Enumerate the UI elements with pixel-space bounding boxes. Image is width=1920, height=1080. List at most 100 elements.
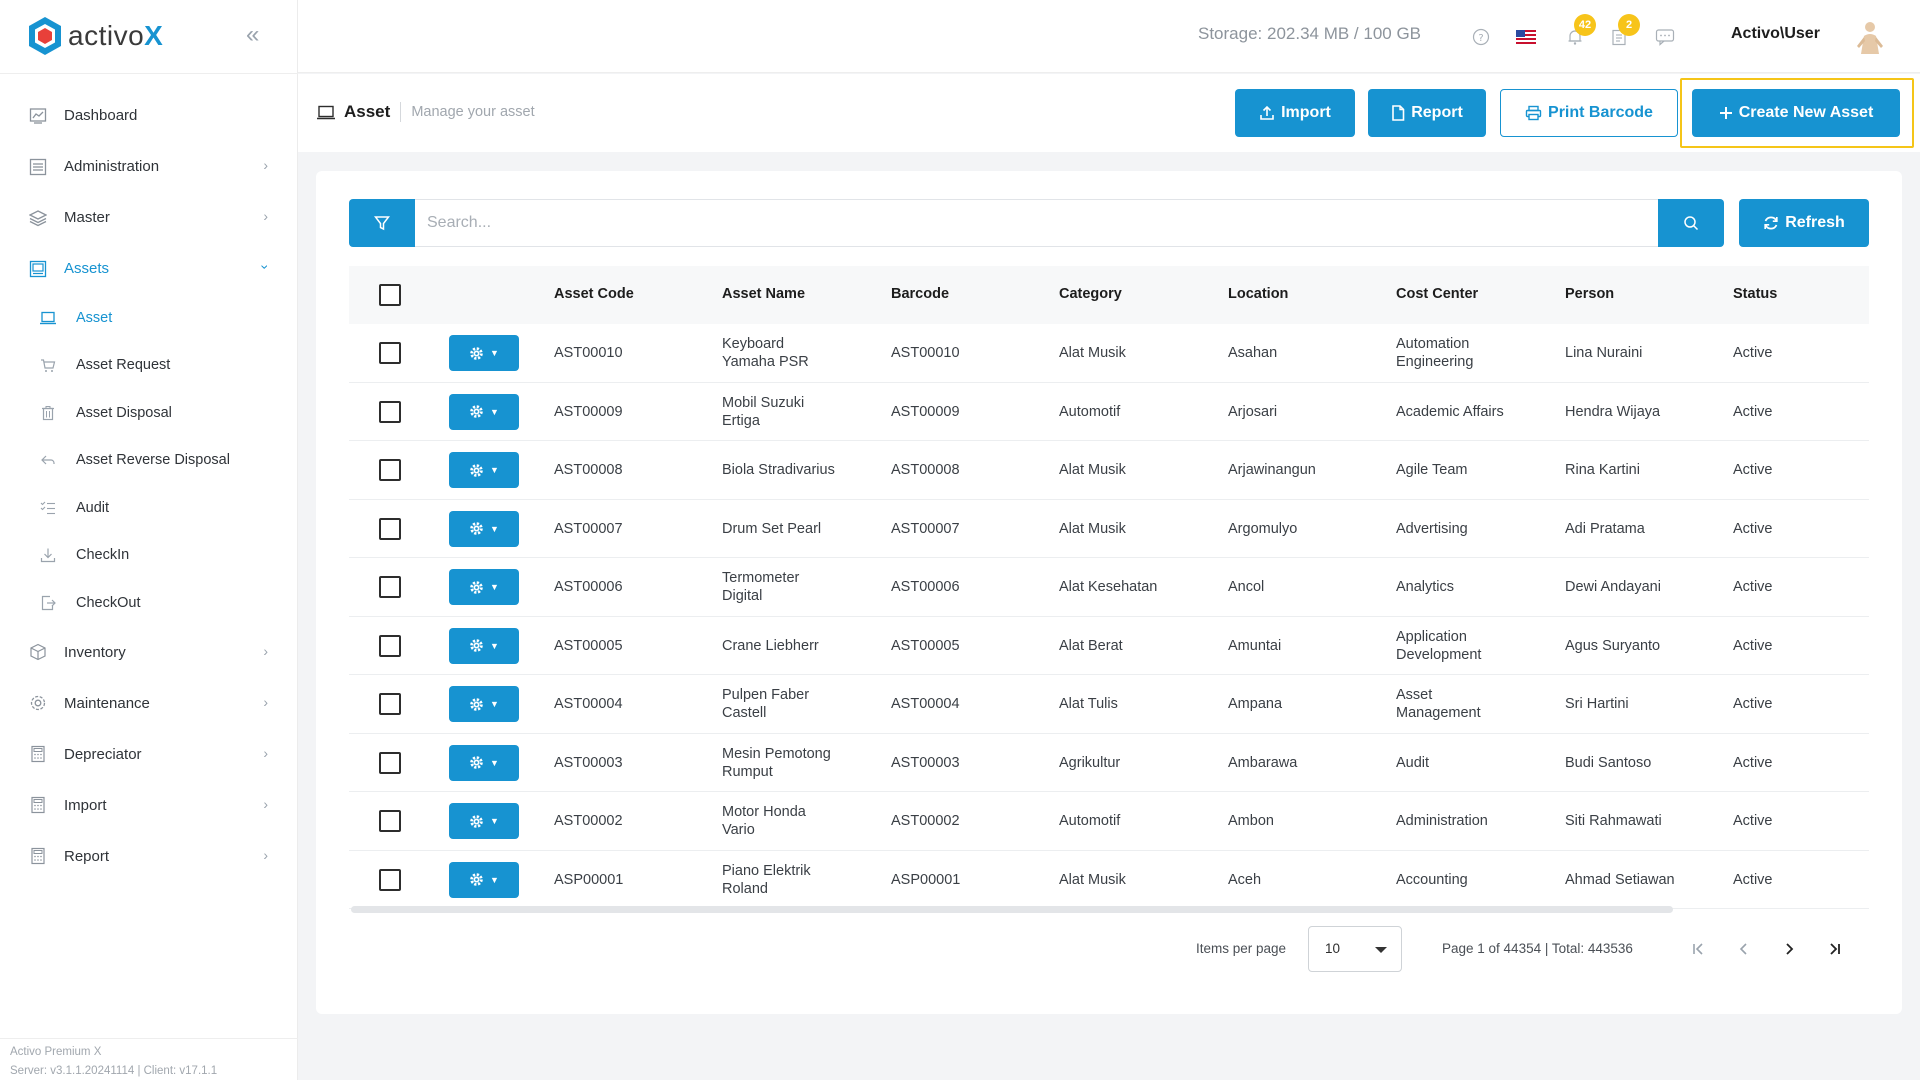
select-all-checkbox[interactable]: [379, 284, 401, 306]
row-actions-button[interactable]: ▼: [449, 803, 519, 839]
row-checkbox[interactable]: [379, 634, 401, 657]
breadcrumb: Asset Manage your asset: [316, 102, 535, 122]
row-actions-button[interactable]: ▼: [449, 393, 519, 430]
column-header-asset-name[interactable]: Asset Name: [722, 286, 806, 302]
table-row[interactable]: ▼ ASP00001 Piano Elektrik Roland ASP00001 Ala…: [349, 851, 1869, 909]
row-checkbox[interactable]: [379, 576, 401, 598]
table-row[interactable]: ▼ AST00006 Termometer Digital AST00006 Alat K…: [349, 558, 1869, 617]
sidebar-subitem-label: Asset Disposal: [76, 404, 172, 421]
sidebar-subitem-asset-disposal[interactable]: Asset Disposal: [0, 389, 298, 437]
checklist-icon: [38, 498, 58, 518]
brand-logo[interactable]: activoX: [28, 16, 163, 56]
row-actions-button[interactable]: ▼: [449, 335, 519, 371]
next-page-button[interactable]: [1776, 936, 1802, 962]
svg-text:?: ?: [1478, 33, 1483, 44]
gear-icon: [470, 580, 483, 594]
calculator-icon: [28, 795, 48, 815]
sidebar-subitem-checkout[interactable]: CheckOut: [0, 579, 298, 627]
row-checkbox[interactable]: [379, 517, 401, 540]
notification-icon[interactable]: 42: [1560, 14, 1596, 52]
sidebar-item-depreciator[interactable]: Depreciator ›: [0, 729, 298, 780]
barcode-cell: AST00009: [891, 403, 960, 420]
import-button[interactable]: Import: [1235, 89, 1355, 137]
row-actions-button[interactable]: ▼: [449, 452, 519, 488]
report-button[interactable]: Report: [1368, 89, 1486, 137]
sidebar-item-import[interactable]: Import ›: [0, 780, 298, 831]
table-row[interactable]: ▼ AST00002 Motor Honda Vario AST00002 Automot…: [349, 792, 1869, 851]
filter-button[interactable]: [349, 199, 415, 247]
row-actions-button[interactable]: ▼: [449, 510, 519, 547]
row-actions-button[interactable]: ▼: [449, 686, 519, 722]
sidebar-item-label: Dashboard: [64, 107, 138, 124]
last-page-button[interactable]: [1821, 936, 1847, 962]
cost-center-cell-line: Asset: [1396, 687, 1433, 703]
search-input[interactable]: [415, 199, 1658, 247]
sidebar-item-dashboard[interactable]: Dashboard: [0, 90, 298, 141]
row-actions-button[interactable]: ▼: [449, 569, 519, 605]
first-page-button[interactable]: [1686, 936, 1712, 962]
avatar[interactable]: [1850, 18, 1890, 58]
chart-icon: [28, 106, 48, 126]
table-row[interactable]: ▼ AST00005 Crane Liebherr AST00005 Alat Bera…: [349, 617, 1869, 675]
caret-down-icon: ▼: [490, 523, 499, 534]
chat-icon[interactable]: [1650, 22, 1680, 52]
asset-name-cell: Piano Elektrik Roland: [722, 862, 811, 898]
items-per-page-select[interactable]: 10: [1308, 926, 1402, 972]
column-header-status[interactable]: Status: [1733, 286, 1778, 302]
search-button[interactable]: [1658, 199, 1724, 247]
row-checkbox[interactable]: [379, 810, 401, 832]
username[interactable]: Activo\User: [1731, 25, 1820, 42]
table-row[interactable]: ▼ AST00010 Keyboard Yamaha PSR AST00010 Alat …: [349, 324, 1869, 383]
sidebar-subitem-asset-reverse-disposal[interactable]: Asset Reverse Disposal: [0, 437, 298, 485]
row-checkbox[interactable]: [379, 342, 401, 364]
sidebar-subitem-checkin[interactable]: CheckIn: [0, 532, 298, 580]
table-row[interactable]: ▼ AST00003 Mesin Pemotong Rumput AST00003 Agr…: [349, 734, 1869, 792]
sidebar-item-assets[interactable]: Assets ›: [0, 243, 298, 294]
cost-center-cell-line: Engineering: [1396, 354, 1474, 370]
row-checkbox[interactable]: [379, 459, 401, 481]
row-checkbox[interactable]: [379, 400, 401, 423]
location-cell: Argomulyo: [1228, 520, 1298, 537]
sidebar-item-inventory[interactable]: Inventory ›: [0, 627, 298, 678]
asset-name-cell-line: Digital: [722, 588, 763, 604]
asset-name-cell: Termometer Digital: [722, 569, 799, 605]
column-header-asset-code[interactable]: Asset Code: [554, 286, 634, 302]
column-header-category[interactable]: Category: [1059, 286, 1122, 302]
horizontal-scrollbar[interactable]: [351, 906, 1673, 913]
version-info: Server: v3.1.1.20241114 | Client: v17.1.…: [10, 1065, 218, 1077]
table-row[interactable]: ▼ AST00009 Mobil Suzuki Ertiga AST00009 Autom…: [349, 383, 1869, 441]
barcode-cell: AST00006: [891, 579, 960, 595]
help-icon[interactable]: ?: [1466, 22, 1496, 52]
sidebar-item-maintenance[interactable]: Maintenance ›: [0, 678, 298, 729]
row-checkbox[interactable]: [379, 751, 401, 774]
cost-center-cell-line: Analytics: [1396, 579, 1455, 595]
column-header-location[interactable]: Location: [1228, 286, 1289, 302]
sidebar-item-administration[interactable]: Administration ›: [0, 141, 298, 192]
cost-center-cell: Automation Engineering: [1396, 335, 1473, 371]
print-barcode-button[interactable]: Print Barcode: [1500, 89, 1678, 137]
sidebar-subitem-audit[interactable]: Audit: [0, 484, 298, 532]
row-actions-button[interactable]: ▼: [449, 744, 519, 781]
table-row[interactable]: ▼ AST00007 Drum Set Pearl AST00007 Alat Musi…: [349, 500, 1869, 558]
task-icon[interactable]: 2: [1604, 14, 1640, 52]
column-header-cost-center[interactable]: Cost Center: [1396, 286, 1479, 302]
language-flag-icon[interactable]: [1511, 22, 1541, 52]
table-row[interactable]: ▼ AST00008 Biola Stradivarius AST00008 Alat …: [349, 441, 1869, 500]
printer-icon: [1525, 105, 1542, 121]
refresh-button[interactable]: Refresh: [1739, 199, 1869, 247]
column-header-person[interactable]: Person: [1565, 286, 1615, 302]
sidebar-subitem-asset-request[interactable]: Asset Request: [0, 342, 298, 390]
sidebar-subitem-asset[interactable]: Asset: [0, 294, 298, 342]
sidebar-item-report[interactable]: Report ›: [0, 831, 298, 882]
table-row[interactable]: ▼ AST00004 Pulpen Faber Castell AST00004 Alat…: [349, 675, 1869, 734]
asset-name-cell-line: Keyboard: [722, 336, 785, 352]
row-checkbox[interactable]: [379, 868, 401, 891]
create-new-asset-button[interactable]: Create New Asset: [1692, 89, 1900, 137]
sidebar-item-master[interactable]: Master ›: [0, 192, 298, 243]
row-actions-button[interactable]: ▼: [449, 627, 519, 664]
column-header-barcode[interactable]: Barcode: [891, 286, 950, 302]
row-actions-button[interactable]: ▼: [449, 861, 519, 898]
row-checkbox[interactable]: [379, 693, 401, 715]
collapse-sidebar-icon[interactable]: «: [246, 21, 260, 48]
prev-page-button[interactable]: [1731, 936, 1757, 962]
